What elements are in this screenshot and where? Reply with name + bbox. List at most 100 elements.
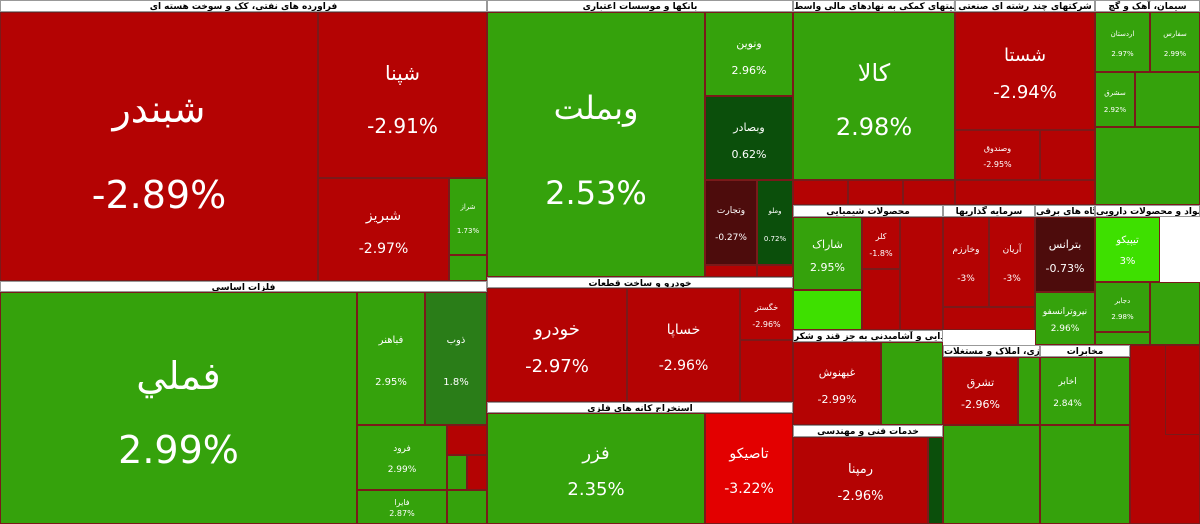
ticker: شبندر (112, 87, 206, 132)
stock-tile: اردستان 2.97% (1095, 12, 1150, 72)
stock-tile: فزر 2.35% (487, 413, 705, 524)
small-tile (903, 180, 955, 205)
stock-tile: تیپیکو 3% (1095, 217, 1160, 282)
stock-tile: فرود 2.99% (357, 425, 447, 490)
change: 2.92% (1103, 106, 1127, 115)
sector-title: فعالیتهای کمکی به نهادهای مالی واسط (793, 0, 955, 12)
stock-tile: وصندوق -2.95% (955, 130, 1040, 180)
sector-title: سرمایه گذاریها (943, 205, 1035, 217)
small-tile (1095, 332, 1150, 345)
ticker: سشرق (1104, 88, 1126, 97)
ticker: آریان (1002, 245, 1022, 255)
change: -3% (957, 273, 975, 284)
small-tile (467, 455, 487, 490)
stock-tile: ونوین 2.96% (705, 12, 793, 96)
ticker: بترانس (1048, 238, 1082, 252)
sector-title: استخراج کانه های فلزی (487, 402, 793, 413)
stock-tile: شپنا -2.91% (318, 12, 487, 178)
change: 1.73% (456, 227, 480, 236)
change: 2.84% (1053, 398, 1082, 409)
stock-tile: خساپا -2.96% (627, 288, 740, 402)
small-tile (757, 265, 793, 277)
sector-title: شرکتهای چند رشته ای صنعتی (955, 0, 1095, 12)
ticker: فرود (393, 444, 411, 454)
stock-tile: اخابر 2.84% (1040, 357, 1095, 425)
ticker: وتجارت (716, 206, 746, 217)
change: 1.8% (443, 377, 469, 389)
ticker: وبملت (553, 89, 639, 128)
ticker: ذوب (446, 334, 466, 346)
small-tile (1040, 130, 1095, 180)
stock-tile: خودرو -2.97% (487, 288, 627, 402)
ticker: کالا (857, 59, 891, 88)
stock-tile: دجابر 2.98% (1095, 282, 1150, 332)
sector-title: انبوه سازی، املاک و مستغلات (943, 345, 1040, 357)
small-tile (1165, 345, 1200, 435)
ticker: وخارزم (952, 245, 980, 255)
stock-tile: کالا 2.98% (793, 12, 955, 180)
stock-tile: فملي 2.99% (0, 292, 357, 524)
stock-tile: فایرا 2.87% (357, 490, 447, 524)
small-tile (1040, 425, 1130, 524)
change: -2.91% (367, 113, 438, 138)
stock-tile: شستا -2.94% (955, 12, 1095, 130)
stock-tile: وتجارت -0.27% (705, 180, 757, 265)
sector-title: خدمات فنی و مهندسی (793, 425, 943, 437)
change: -2.96% (658, 358, 709, 375)
change: -2.96% (837, 489, 884, 505)
ticker: وبصادر (733, 120, 765, 134)
small-tile (1095, 127, 1200, 205)
change: -0.27% (715, 233, 747, 244)
ticker: شپنا (385, 60, 420, 85)
stock-tile: نیروترانسفو 2.96% (1035, 292, 1095, 345)
change: 2.99% (118, 427, 239, 472)
small-tile (793, 290, 862, 330)
stock-tile: رمپنا -2.96% (793, 437, 928, 524)
change: -2.94% (993, 82, 1057, 104)
small-tile (1135, 72, 1200, 127)
change: -2.99% (817, 392, 857, 406)
ticker: اخابر (1058, 377, 1077, 388)
stock-tile: وملو 0.72% (757, 180, 793, 265)
ticker: خگستر (754, 302, 779, 312)
small-tile (447, 425, 487, 455)
small-tile (928, 437, 943, 524)
change: 0.62% (731, 147, 767, 161)
ticker: خودرو (534, 319, 580, 341)
change: 2.99% (1163, 49, 1187, 58)
ticker: دجابر (1114, 296, 1131, 305)
sector-title: فلزات اساسی (0, 281, 487, 292)
change: -2.97% (525, 355, 589, 377)
sector-title: محصولات شیمیایی (793, 205, 943, 217)
stock-tile: خگستر -2.96% (740, 288, 793, 340)
change: -2.96% (961, 397, 1000, 411)
ticker: رمپنا (847, 461, 874, 477)
change: 2.35% (567, 478, 625, 500)
change: 2.87% (389, 509, 415, 519)
ticker: شاراک (812, 237, 843, 251)
change: -0.73% (1045, 262, 1085, 276)
change: 2.98% (1111, 312, 1134, 321)
stock-tile: کلر -1.8% (862, 217, 900, 269)
ticker: نیروترانسفو (1042, 306, 1088, 317)
small-tile (1018, 357, 1040, 425)
ticker: سفارس (1163, 30, 1187, 39)
small-tile (447, 455, 467, 490)
ticker: تشرق (966, 375, 995, 389)
change: 0.72% (763, 234, 787, 243)
small-tile (1095, 357, 1130, 425)
stock-tile: شاراک 2.95% (793, 217, 862, 290)
small-tile (1150, 282, 1200, 345)
change: -2.97% (358, 240, 409, 257)
ticker: فایرا (394, 498, 410, 508)
sector-title: مخابرات (1040, 345, 1130, 357)
change: -1.8% (869, 248, 893, 258)
stock-tile: وبصادر 0.62% (705, 96, 793, 180)
small-tile (449, 255, 487, 281)
small-tile (955, 180, 1095, 205)
stock-tile: غبهنوش -2.99% (793, 342, 881, 425)
ticker: اردستان (1110, 30, 1135, 39)
small-tile (943, 425, 1040, 524)
ticker: تاصیکو (729, 445, 769, 462)
ticker: فزر (582, 443, 610, 465)
